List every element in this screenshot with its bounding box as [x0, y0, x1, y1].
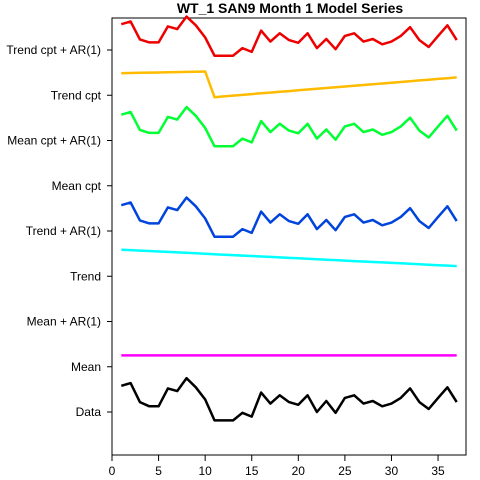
series-line-trend-cpt-ar-1 — [120, 15, 458, 57]
series-label-trend-ar-1: Trend + AR(1) — [26, 224, 101, 238]
plot-frame — [111, 17, 467, 456]
x-tick-label-25: 25 — [338, 464, 352, 478]
series-label-mean-cpt: Mean cpt — [52, 179, 102, 193]
series-line-mean-cpt-ar-1 — [120, 105, 458, 148]
x-tick-label-30: 30 — [385, 464, 399, 478]
x-tick-label-0: 0 — [109, 464, 116, 478]
series-label-trend-cpt-ar-1: Trend cpt + AR(1) — [6, 43, 101, 57]
series-label-data: Data — [76, 405, 102, 419]
series-label-mean: Mean — [71, 360, 101, 374]
x-tick-label-15: 15 — [245, 464, 259, 478]
series-label-trend: Trend — [70, 269, 101, 283]
x-tick-label-20: 20 — [292, 464, 306, 478]
series-line-trend-ar-1 — [120, 196, 458, 238]
series-lines — [120, 15, 458, 422]
x-axis: 0 5 10 15 20 25 30 35 — [109, 454, 445, 478]
series-line-data — [120, 376, 458, 422]
series-label-mean-ar-1: Mean + AR(1) — [27, 315, 101, 329]
series-label-trend-cpt: Trend cpt — [51, 88, 102, 102]
x-tick-label-35: 35 — [431, 464, 445, 478]
x-tick-label-10: 10 — [198, 464, 212, 478]
plot-border — [111, 17, 467, 456]
series-line-trend-cpt — [121, 70, 457, 99]
series-labels: Data Mean Mean + AR(1) Trend Trend + AR(1) Me… — [6, 43, 112, 419]
chart-title: WT_1 SAN9 Month 1 Model Series — [177, 0, 404, 16]
series-label-mean-cpt-ar-1: Mean cpt + AR(1) — [7, 134, 101, 148]
x-tick-label-5: 5 — [155, 464, 162, 478]
series-line-trend — [121, 248, 457, 268]
